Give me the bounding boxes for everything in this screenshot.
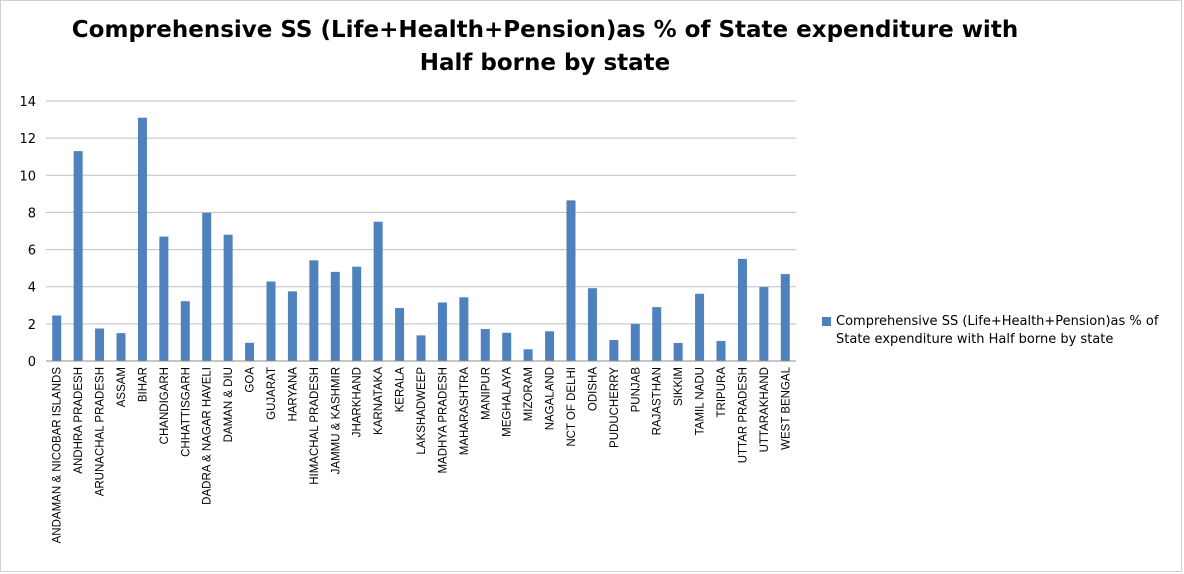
x-tick-label: ODISHA (587, 367, 599, 411)
x-tick-label: RAJASTHAN (652, 367, 664, 435)
bar-11 (266, 281, 276, 361)
bar-4 (116, 333, 126, 361)
x-tick-label: KERALA (395, 367, 407, 413)
x-tick-label: TRIPURA (716, 367, 728, 418)
chart-title-line-1: Comprehensive SS (Life+Health+Pension)as… (71, 17, 1019, 43)
y-tick-label: 2 (28, 318, 36, 333)
bar-21 (480, 329, 490, 361)
bar-2 (73, 151, 83, 361)
x-tick-label: JHARKHAND (352, 367, 364, 437)
x-tick-label: JAMMU & KASHMIR (330, 367, 342, 474)
bar-22 (502, 332, 512, 361)
bar-29 (652, 307, 662, 361)
x-tick-label: ANDHRA PRADESH (73, 367, 85, 474)
bar-23 (523, 349, 533, 361)
x-tick-label: NAGALAND (545, 367, 557, 430)
x-tick-label: DADRA & NAGAR HAVELI (202, 367, 214, 505)
x-tick-label: SIKKIM (673, 367, 685, 406)
x-tick-label: MAHARASHTRA (459, 367, 471, 456)
x-tick-label: UTTAR PRADESH (737, 367, 749, 463)
bar-28 (630, 323, 640, 361)
bar-26 (587, 288, 597, 361)
x-tick-label: CHHATTISGARH (180, 367, 192, 457)
bar-10 (245, 342, 255, 361)
y-tick-label: 6 (28, 244, 36, 259)
y-tick-label: 12 (19, 132, 36, 147)
x-tick-label: GUJARAT (266, 367, 278, 420)
bars (52, 117, 790, 361)
bar-33 (737, 258, 747, 361)
x-tick-label: UTTARAKHAND (759, 367, 771, 452)
bar-34 (759, 287, 769, 361)
bar-17 (395, 308, 405, 361)
bar-27 (609, 340, 619, 361)
legend-label-line-2: State expenditure with Half borne by sta… (836, 332, 1114, 347)
x-tick-label: KARNATAKA (373, 367, 385, 435)
chart-title: Comprehensive SS (Life+Health+Pension)as… (40, 14, 1050, 80)
bar-19 (437, 302, 447, 361)
x-tick-label: CHANDIGARH (159, 367, 171, 444)
bar-25 (566, 200, 576, 361)
x-tick-label: ANDAMAN & NICOBAR ISLANDS (52, 367, 64, 544)
y-tick-label: 0 (28, 355, 36, 370)
x-axis-labels: ANDAMAN & NICOBAR ISLANDS ANDHRA PRADESH A… (52, 366, 793, 543)
x-tick-label: HARYANA (287, 367, 299, 422)
x-tick-label: MADHYA PRADESH (437, 367, 449, 474)
bar-6 (159, 236, 169, 361)
bar-32 (716, 340, 726, 361)
bar-13 (309, 260, 319, 361)
x-tick-label: MEGHALAYA (502, 367, 514, 437)
x-tick-label: ARUNACHAL PRADESH (95, 367, 107, 496)
bar-35 (780, 274, 790, 361)
legend-label-line-1: Comprehensive SS (Life+Health+Pension)as… (836, 314, 1159, 329)
x-tick-label: NCT OF DELHI (566, 367, 578, 447)
bar-31 (695, 293, 705, 361)
bar-18 (416, 335, 426, 361)
bar-5 (137, 117, 147, 361)
bar-9 (223, 234, 233, 361)
y-tick-label: 10 (19, 169, 36, 184)
x-tick-label: PUDUCHERRY (609, 367, 621, 448)
x-tick-label: LAKSHADWEEP (416, 367, 428, 455)
bar-30 (673, 342, 683, 361)
bar-20 (459, 297, 469, 361)
bar-16 (373, 221, 383, 361)
x-tick-label: BIHAR (137, 367, 149, 402)
x-tick-label: HIMACHAL PRADESH (309, 367, 321, 485)
bar-7 (180, 301, 190, 361)
y-tick-label: 4 (28, 281, 36, 296)
x-tick-label: WEST BENGAL (780, 366, 792, 449)
bar-14 (330, 271, 340, 361)
x-tick-label: TAMIL NADU (695, 367, 707, 435)
y-tick-label: 8 (28, 206, 36, 221)
legend-label: Comprehensive SS (Life+Health+Pension)as… (836, 313, 1158, 349)
x-tick-label: MIZORAM (523, 367, 535, 421)
gridlines (46, 100, 796, 325)
chart-title-line-2: Half borne by state (419, 50, 671, 76)
x-tick-label: ASSAM (116, 367, 128, 407)
x-tick-label: MANIPUR (480, 367, 492, 420)
bar-24 (545, 331, 555, 361)
y-tick-label: 14 (19, 95, 36, 110)
bar-12 (287, 291, 297, 361)
bar-1 (52, 315, 62, 361)
legend: Comprehensive SS (Life+Health+Pension)as… (822, 313, 1177, 349)
bar-8 (202, 212, 212, 361)
y-axis-ticks: 0 2 4 6 8 10 12 14 (19, 95, 36, 370)
legend-swatch (822, 317, 831, 326)
x-tick-label: GOA (245, 367, 257, 393)
x-tick-label: DAMAN & DIU (223, 367, 235, 442)
bar-3 (95, 328, 105, 361)
x-tick-label: PUNJAB (630, 367, 642, 413)
bar-15 (352, 266, 362, 361)
